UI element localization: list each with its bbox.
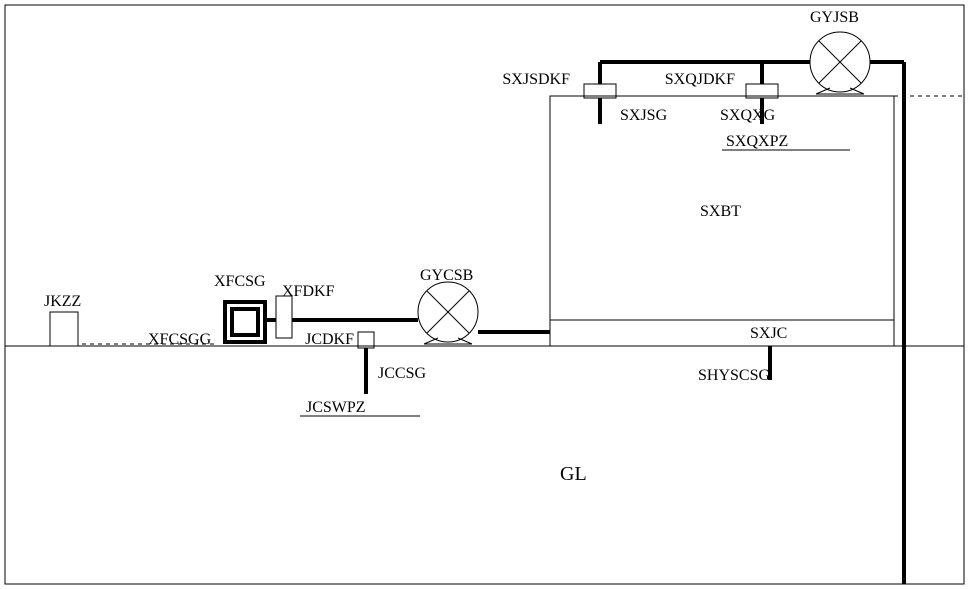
label-jkzz: JKZZ (44, 293, 81, 310)
label-sxqxpz: SXQXPZ (726, 133, 788, 150)
label-xfcsgg: XFCSGG (148, 331, 212, 348)
jkzz-box (50, 312, 78, 346)
label-xfdkf: XFDKF (282, 283, 335, 300)
label-jcdkf: JCDKF (305, 331, 354, 348)
label-sxbt: SXBT (700, 203, 741, 220)
label-sxjsg: SXJSG (620, 107, 668, 124)
label-sxjsdkf: SXJSDKF (502, 71, 570, 88)
gyjsb-pump (810, 32, 870, 94)
label-sxqxg: SXQXG (720, 107, 776, 124)
label-sxqjdkf: SXQJDKF (665, 71, 735, 88)
label-gycsb: GYCSB (420, 267, 473, 284)
label-sxjc: SXJC (750, 325, 787, 342)
xfcsg-inner (232, 309, 258, 335)
label-jcswpz: JCSWPZ (306, 399, 366, 416)
xfdkf-box (276, 296, 292, 338)
label-gl: GL (560, 463, 587, 485)
gycsb-pump (418, 282, 478, 344)
sxjc-box (550, 320, 894, 346)
label-shyscsg: SHYSCSG (698, 367, 770, 384)
label-xfcsg: XFCSG (214, 273, 266, 290)
label-gyjsb: GYJSB (810, 9, 859, 26)
label-jccsg: JCCSG (378, 365, 426, 382)
